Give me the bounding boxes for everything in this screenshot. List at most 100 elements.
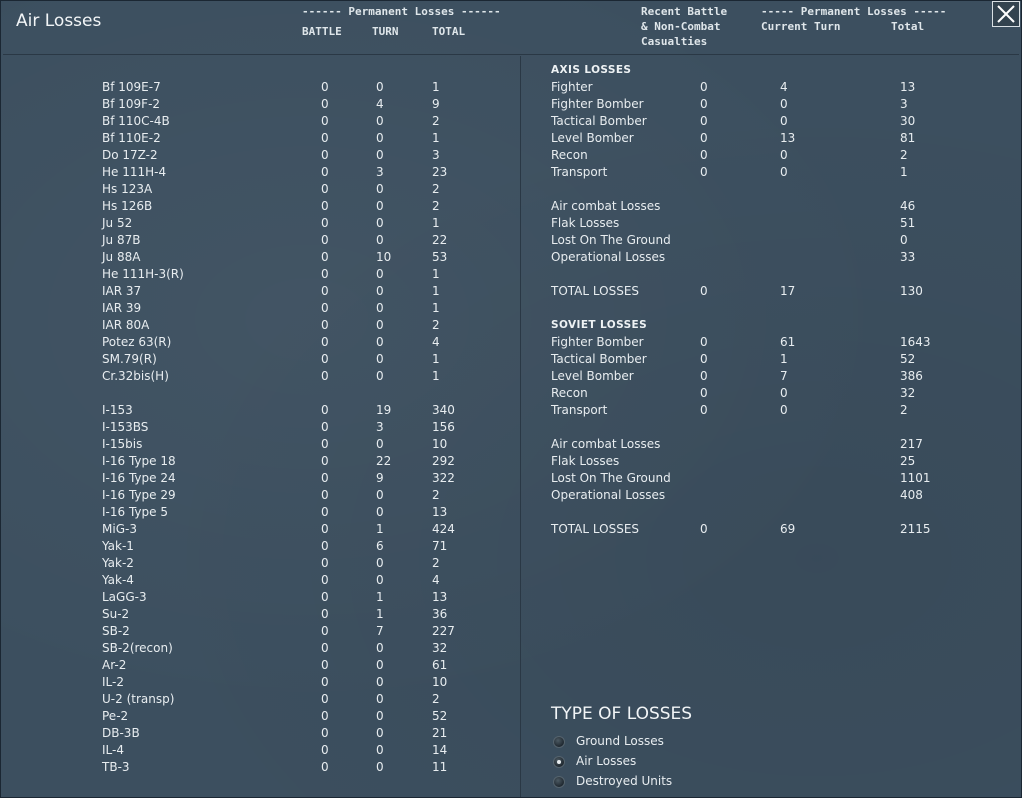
aircraft-name: I-16 Type 24 bbox=[102, 471, 176, 485]
aircraft-total-losses: 340 bbox=[432, 403, 455, 417]
axis-type-turn: 0 bbox=[780, 97, 788, 111]
aircraft-battle-losses: 0 bbox=[321, 556, 329, 570]
close-button[interactable] bbox=[992, 1, 1020, 27]
aircraft-turn-losses: 0 bbox=[376, 675, 384, 689]
soviet-cause-total: 408 bbox=[900, 488, 923, 502]
aircraft-total-losses: 4 bbox=[432, 573, 440, 587]
soviet-type-turn: 1 bbox=[780, 352, 788, 366]
col-turn-header: TURN bbox=[372, 25, 399, 38]
aircraft-total-losses: 3 bbox=[432, 148, 440, 162]
soviet-type-turn: 0 bbox=[780, 403, 788, 417]
aircraft-turn-losses: 1 bbox=[376, 590, 384, 604]
aircraft-battle-losses: 0 bbox=[321, 624, 329, 638]
aircraft-turn-losses: 0 bbox=[376, 692, 384, 706]
axis-type-total: 3 bbox=[900, 97, 908, 111]
air-losses-radio[interactable] bbox=[553, 756, 565, 768]
aircraft-total-losses: 32 bbox=[432, 641, 448, 655]
col-battle-header: BATTLE bbox=[302, 25, 342, 38]
axis-cause-label: Operational Losses bbox=[551, 250, 666, 264]
destroyed-units-radio[interactable] bbox=[553, 776, 565, 788]
aircraft-name: Yak-4 bbox=[102, 573, 134, 587]
aircraft-battle-losses: 0 bbox=[321, 573, 329, 587]
soviet-type-label: Fighter Bomber bbox=[551, 335, 644, 349]
aircraft-battle-losses: 0 bbox=[321, 522, 329, 536]
aircraft-name: Bf 109E-7 bbox=[102, 80, 161, 94]
aircraft-total-losses: 1 bbox=[432, 369, 440, 383]
aircraft-turn-losses: 0 bbox=[376, 267, 384, 281]
aircraft-name: Yak-1 bbox=[102, 539, 134, 553]
axis-type-recent: 0 bbox=[700, 131, 708, 145]
aircraft-battle-losses: 0 bbox=[321, 216, 329, 230]
aircraft-name: I-16 Type 5 bbox=[102, 505, 168, 519]
aircraft-turn-losses: 10 bbox=[376, 250, 392, 264]
aircraft-battle-losses: 0 bbox=[321, 80, 329, 94]
window-title: Air Losses bbox=[16, 11, 102, 31]
aircraft-total-losses: 292 bbox=[432, 454, 455, 468]
air-losses-label[interactable]: Air Losses bbox=[576, 754, 637, 768]
type-of-losses-title: TYPE OF LOSSES bbox=[551, 704, 693, 724]
axis-type-total: 30 bbox=[900, 114, 916, 128]
aircraft-turn-losses: 7 bbox=[376, 624, 384, 638]
aircraft-total-losses: 2 bbox=[432, 182, 440, 196]
aircraft-battle-losses: 0 bbox=[321, 437, 329, 451]
aircraft-battle-losses: 0 bbox=[321, 301, 329, 315]
aircraft-turn-losses: 0 bbox=[376, 743, 384, 757]
aircraft-battle-losses: 0 bbox=[321, 148, 329, 162]
aircraft-total-losses: 61 bbox=[432, 658, 448, 672]
ground-losses-label[interactable]: Ground Losses bbox=[576, 734, 664, 748]
soviet-total-value: 2115 bbox=[900, 522, 931, 536]
aircraft-battle-losses: 0 bbox=[321, 182, 329, 196]
aircraft-total-losses: 21 bbox=[432, 726, 448, 740]
aircraft-total-losses: 2 bbox=[432, 692, 440, 706]
aircraft-battle-losses: 0 bbox=[321, 454, 329, 468]
destroyed-units-label[interactable]: Destroyed Units bbox=[576, 774, 673, 788]
aircraft-turn-losses: 19 bbox=[376, 403, 392, 417]
aircraft-name: I-153 bbox=[102, 403, 133, 417]
axis-type-label: Fighter bbox=[551, 80, 593, 94]
soviet-type-label: Recon bbox=[551, 386, 588, 400]
aircraft-total-losses: 4 bbox=[432, 335, 440, 349]
aircraft-turn-losses: 0 bbox=[376, 301, 384, 315]
col-total-right-header: Total bbox=[891, 20, 925, 33]
aircraft-turn-losses: 0 bbox=[376, 114, 384, 128]
axis-type-recent: 0 bbox=[700, 114, 708, 128]
aircraft-total-losses: 1 bbox=[432, 284, 440, 298]
aircraft-name: Ju 87B bbox=[102, 233, 141, 247]
aircraft-name: Do 17Z-2 bbox=[102, 148, 158, 162]
soviet-type-label: Level Bomber bbox=[551, 369, 634, 383]
aircraft-name: Yak-2 bbox=[102, 556, 134, 570]
soviet-type-total: 52 bbox=[900, 352, 916, 366]
soviet-cause-label: Lost On The Ground bbox=[551, 471, 671, 485]
axis-type-total: 1 bbox=[900, 165, 908, 179]
aircraft-name: Bf 110C-4B bbox=[102, 114, 170, 128]
soviet-type-turn: 61 bbox=[780, 335, 796, 349]
aircraft-name: I-153BS bbox=[102, 420, 149, 434]
aircraft-name: Bf 110E-2 bbox=[102, 131, 161, 145]
aircraft-turn-losses: 0 bbox=[376, 216, 384, 230]
aircraft-battle-losses: 0 bbox=[321, 199, 329, 213]
aircraft-total-losses: 2 bbox=[432, 199, 440, 213]
aircraft-turn-losses: 0 bbox=[376, 641, 384, 655]
col-current-turn-header: Current Turn bbox=[761, 20, 841, 33]
soviet-type-recent: 0 bbox=[700, 403, 708, 417]
soviet-type-label: Transport bbox=[551, 403, 608, 417]
aircraft-turn-losses: 0 bbox=[376, 658, 384, 672]
aircraft-battle-losses: 0 bbox=[321, 335, 329, 349]
aircraft-total-losses: 1 bbox=[432, 301, 440, 315]
aircraft-total-losses: 227 bbox=[432, 624, 455, 638]
aircraft-name: I-16 Type 29 bbox=[102, 488, 176, 502]
soviet-cause-total: 25 bbox=[900, 454, 916, 468]
ground-losses-radio[interactable] bbox=[553, 736, 565, 748]
aircraft-name: TB-3 bbox=[102, 760, 130, 774]
soviet-type-total: 2 bbox=[900, 403, 908, 417]
axis-type-recent: 0 bbox=[700, 165, 708, 179]
axis-type-recent: 0 bbox=[700, 97, 708, 111]
aircraft-turn-losses: 3 bbox=[376, 165, 384, 179]
recent-battle-line1: Recent Battle bbox=[641, 5, 728, 18]
aircraft-total-losses: 10 bbox=[432, 437, 448, 451]
soviet-total-turn: 69 bbox=[780, 522, 796, 536]
aircraft-battle-losses: 0 bbox=[321, 369, 329, 383]
soviet-cause-label: Air combat Losses bbox=[551, 437, 661, 451]
aircraft-battle-losses: 0 bbox=[321, 641, 329, 655]
aircraft-turn-losses: 1 bbox=[376, 607, 384, 621]
